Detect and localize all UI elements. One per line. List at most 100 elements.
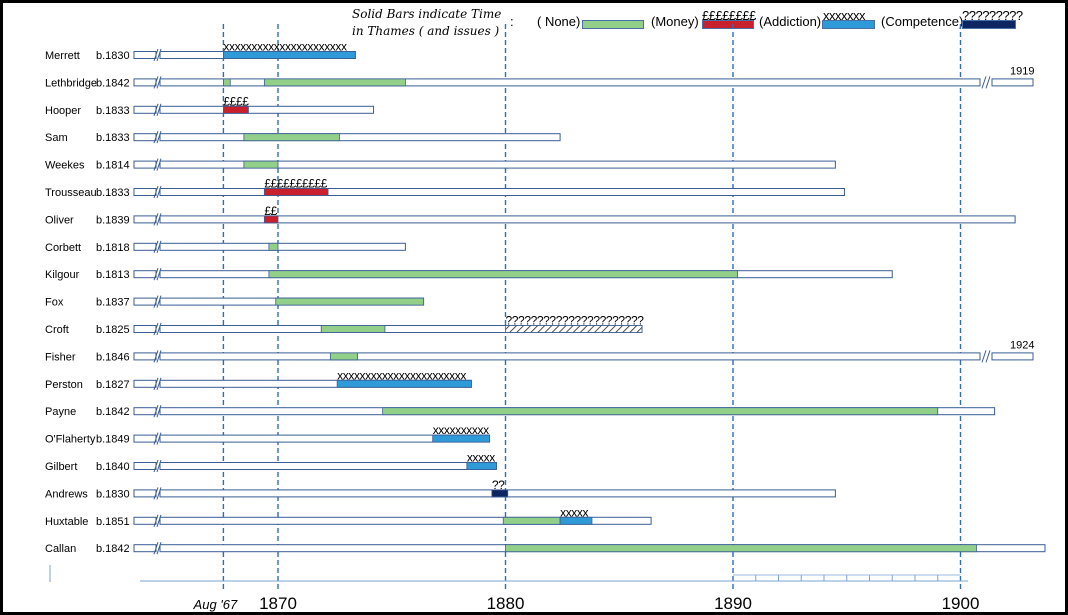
issue-bar-none — [263, 78, 406, 87]
issue-bar-none — [502, 516, 561, 525]
row-gilbert: Gilbert b.1840 xxxxx — [45, 451, 497, 473]
row-born: b.1827 — [96, 379, 130, 391]
break-mark — [153, 459, 159, 473]
row-born: b.1813 — [96, 269, 130, 281]
pre-period-stub — [133, 133, 157, 142]
row-born: b.1839 — [96, 214, 130, 226]
row-name: Kilgour — [45, 269, 80, 281]
x-tick-label: 1870 — [259, 594, 297, 613]
break-mark — [985, 350, 991, 363]
row-born: b.1833 — [96, 105, 130, 117]
pre-period-stub — [133, 516, 157, 525]
row-kilgour: Kilgour b.1813 — [45, 268, 893, 281]
issue-bar-none — [268, 270, 738, 279]
legend-swatch-none — [582, 20, 644, 29]
issue-bar-money — [263, 188, 329, 196]
pre-period-stub — [133, 462, 157, 470]
row-born: b.1818 — [96, 242, 130, 254]
life-bar — [159, 105, 375, 114]
issue-mark: xxxxx — [467, 451, 495, 465]
row-name: Sam — [45, 132, 68, 144]
issue-bar-none — [268, 242, 279, 251]
row-name: Oliver — [45, 214, 74, 226]
row-name: Weekes — [45, 160, 85, 172]
pre-period-stub — [133, 215, 157, 224]
row-born: b.1833 — [96, 187, 130, 199]
break-mark — [981, 76, 987, 89]
break-mark — [153, 542, 159, 555]
life-bar — [159, 160, 836, 169]
break-mark — [153, 131, 159, 144]
row-born: b.1830 — [96, 50, 130, 62]
issue-mark: xxxxxxxxxxxxxxxxxxxxxx — [223, 40, 347, 54]
row-name: Gilbert — [45, 461, 77, 473]
break-mark — [153, 103, 159, 116]
row-oflaherty: O'Flaherty b.1849 xxxxxxxxxx — [45, 423, 491, 446]
row-born: b.1837 — [96, 297, 130, 309]
issue-bar-none — [243, 133, 340, 142]
break-mark — [153, 405, 159, 418]
row-payne: Payne b.1842 — [45, 405, 996, 418]
break-mark — [985, 76, 991, 89]
break-mark — [153, 48, 159, 62]
legend-swatch-money — [702, 20, 754, 29]
row-oliver: Oliver b.1839 ££ — [45, 204, 1016, 226]
legend-mark-money: ££££££££ — [702, 8, 756, 23]
life-bar — [159, 133, 561, 142]
issue-bar-none — [222, 78, 231, 87]
row-born: b.1842 — [96, 77, 130, 89]
pre-period-stub — [133, 434, 157, 443]
pre-period-stub — [133, 188, 157, 196]
row-fisher: Fisher b.1846 — [45, 350, 1034, 363]
row-born: b.1830 — [96, 488, 130, 500]
x-tick-label: 1890 — [714, 594, 752, 613]
row-name: Callan — [45, 543, 76, 555]
issue-mark: xxxxxxxxxxxxxxxxxxxxxxx — [337, 368, 466, 382]
row-name: Corbett — [45, 242, 81, 254]
row-name: Perston — [45, 379, 83, 391]
issue-mark: xxxxxxxxxx — [433, 423, 489, 437]
row-merrett: Merrett b.1830 xxxxxxxxxxxxxxxxxxxxxx — [45, 40, 356, 62]
issue-bar-none — [320, 325, 386, 333]
issue-mark: xxxxx — [560, 505, 588, 519]
row-croft: Croft b.1825?????????????????????? — [45, 314, 645, 337]
issue-bar-none — [382, 407, 939, 416]
row-corbett: Corbett b.1818 — [45, 240, 406, 254]
life-bar — [159, 352, 981, 361]
issue-bar-competence — [491, 489, 509, 498]
row-name: Hooper — [45, 105, 81, 117]
life-bar — [159, 78, 981, 87]
life-bar-after-break — [991, 78, 1034, 87]
legend-mark-competence: ????????? — [962, 8, 1023, 23]
row-name: Andrews — [45, 488, 88, 500]
life-bar — [159, 215, 1016, 224]
break-mark — [153, 213, 159, 226]
row-born: b.1825 — [96, 324, 130, 336]
break-mark — [153, 240, 159, 253]
issue-bar-addiction — [559, 516, 593, 525]
issue-mark: ££ — [264, 204, 277, 218]
legend-title: Solid Bars indicate Time in Thames ( and… — [352, 7, 502, 38]
life-bar — [159, 242, 406, 251]
pre-period-stub — [133, 105, 157, 114]
pre-period-stub — [133, 78, 157, 87]
break-mark — [153, 377, 159, 390]
issue-bar-none — [243, 160, 279, 169]
row-born: b.1846 — [96, 351, 130, 363]
row-sam: Sam b.1833 — [45, 131, 561, 144]
row-callan: Callan b.1842 — [45, 542, 1046, 555]
pre-period-stub — [133, 160, 157, 169]
break-mark — [153, 350, 159, 363]
row-fox: Fox b.1837 — [45, 295, 425, 309]
row-born: b.1849 — [96, 434, 130, 446]
x-tick-label: 1900 — [942, 594, 980, 613]
issue-bar-none — [329, 352, 359, 361]
issue-mark: ££££ — [223, 94, 249, 108]
row-name: Huxtable — [45, 516, 88, 528]
row-lethbridge: Lethbridge b.1842 — [45, 76, 1034, 89]
row-born: b.1814 — [96, 160, 130, 172]
issue-bar-competence — [505, 325, 643, 333]
row-name: Merrett — [45, 50, 80, 62]
pre-period-stub — [133, 270, 157, 279]
row-born: b.1842 — [96, 543, 130, 555]
